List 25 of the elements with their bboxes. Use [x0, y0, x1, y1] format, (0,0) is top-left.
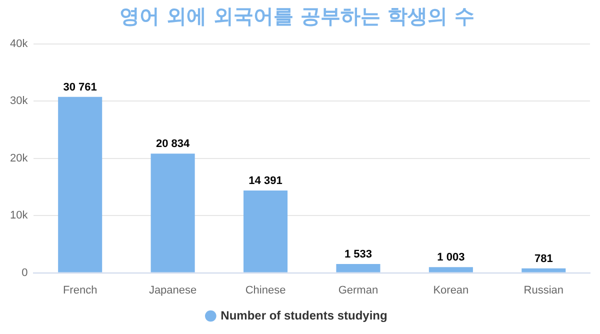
y-tick-label: 30k	[10, 95, 28, 108]
data-label: 781	[534, 252, 553, 265]
bar	[243, 190, 288, 272]
y-tick-label: 20k	[10, 152, 28, 164]
data-label: 1 533	[344, 248, 372, 261]
x-tick-label: Russian	[524, 284, 564, 296]
y-tick-label: 40k	[10, 38, 28, 50]
data-label: 20 834	[156, 138, 190, 150]
y-tick-label: 0	[22, 266, 28, 279]
x-tick-label: French	[62, 284, 98, 296]
chart-title: 영어 외에 외국어를 공부하는 학생의 수	[120, 4, 474, 28]
bar	[150, 154, 195, 272]
bar	[428, 267, 473, 272]
bar	[336, 264, 380, 272]
data-label: 30 761	[63, 81, 97, 94]
x-tick-label: Japanese	[148, 284, 197, 296]
y-tick-label: 10k	[10, 210, 28, 222]
x-tick-label: Korean	[433, 284, 469, 296]
legend-label: Number of students studying	[220, 308, 388, 322]
x-tick-label: German	[338, 284, 378, 296]
data-label: 14 391	[248, 175, 282, 188]
x-tick-label: Chinese	[245, 284, 286, 296]
bar	[522, 268, 566, 272]
bar	[58, 96, 102, 272]
data-label: 1 003	[437, 252, 465, 264]
